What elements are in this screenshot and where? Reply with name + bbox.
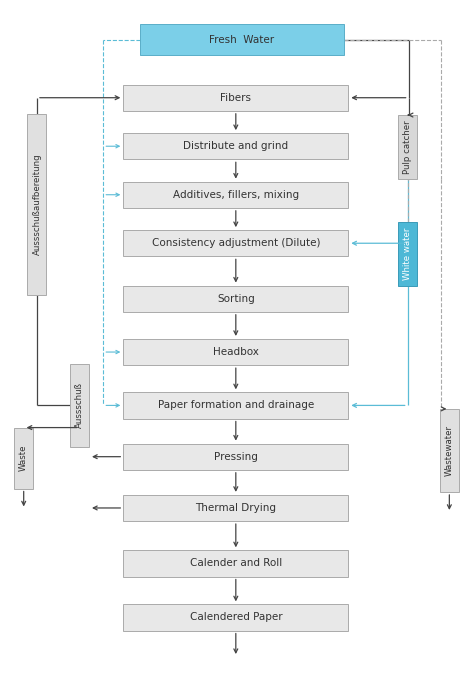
Text: Consistency adjustment (Dilute): Consistency adjustment (Dilute) (152, 238, 320, 248)
FancyBboxPatch shape (123, 604, 348, 631)
FancyBboxPatch shape (440, 409, 459, 492)
FancyBboxPatch shape (123, 495, 348, 521)
FancyBboxPatch shape (123, 550, 348, 577)
FancyBboxPatch shape (70, 364, 89, 447)
Text: Thermal Drying: Thermal Drying (195, 503, 276, 513)
Text: Paper formation and drainage: Paper formation and drainage (158, 401, 314, 410)
Text: White water: White water (403, 227, 412, 280)
FancyBboxPatch shape (123, 392, 348, 419)
FancyBboxPatch shape (123, 286, 348, 312)
FancyBboxPatch shape (123, 133, 348, 159)
Text: Aussschuß: Aussschuß (75, 383, 84, 428)
Text: Distribute and grind: Distribute and grind (183, 141, 288, 151)
Text: Waste: Waste (19, 445, 28, 471)
FancyBboxPatch shape (27, 114, 46, 295)
Text: Fresh  Water: Fresh Water (209, 35, 274, 45)
Text: Sorting: Sorting (217, 294, 255, 304)
FancyBboxPatch shape (123, 182, 348, 208)
Text: Calendered Paper: Calendered Paper (190, 613, 282, 622)
FancyBboxPatch shape (123, 339, 348, 365)
Text: Calender and Roll: Calender and Roll (190, 559, 282, 568)
FancyBboxPatch shape (398, 115, 417, 179)
Text: Pulp catcher: Pulp catcher (403, 120, 412, 174)
Text: Additives, fillers, mixing: Additives, fillers, mixing (173, 190, 299, 200)
FancyBboxPatch shape (123, 85, 348, 111)
Text: Pressing: Pressing (214, 452, 258, 462)
Text: Fibers: Fibers (220, 93, 251, 103)
Text: Headbox: Headbox (213, 347, 259, 357)
Text: Wastewater: Wastewater (445, 425, 454, 476)
FancyBboxPatch shape (123, 230, 348, 256)
FancyBboxPatch shape (123, 444, 348, 470)
Text: Aussschußaufbereitung: Aussschußaufbereitung (33, 154, 41, 255)
FancyBboxPatch shape (14, 428, 33, 489)
FancyBboxPatch shape (398, 222, 417, 286)
FancyBboxPatch shape (140, 24, 344, 55)
